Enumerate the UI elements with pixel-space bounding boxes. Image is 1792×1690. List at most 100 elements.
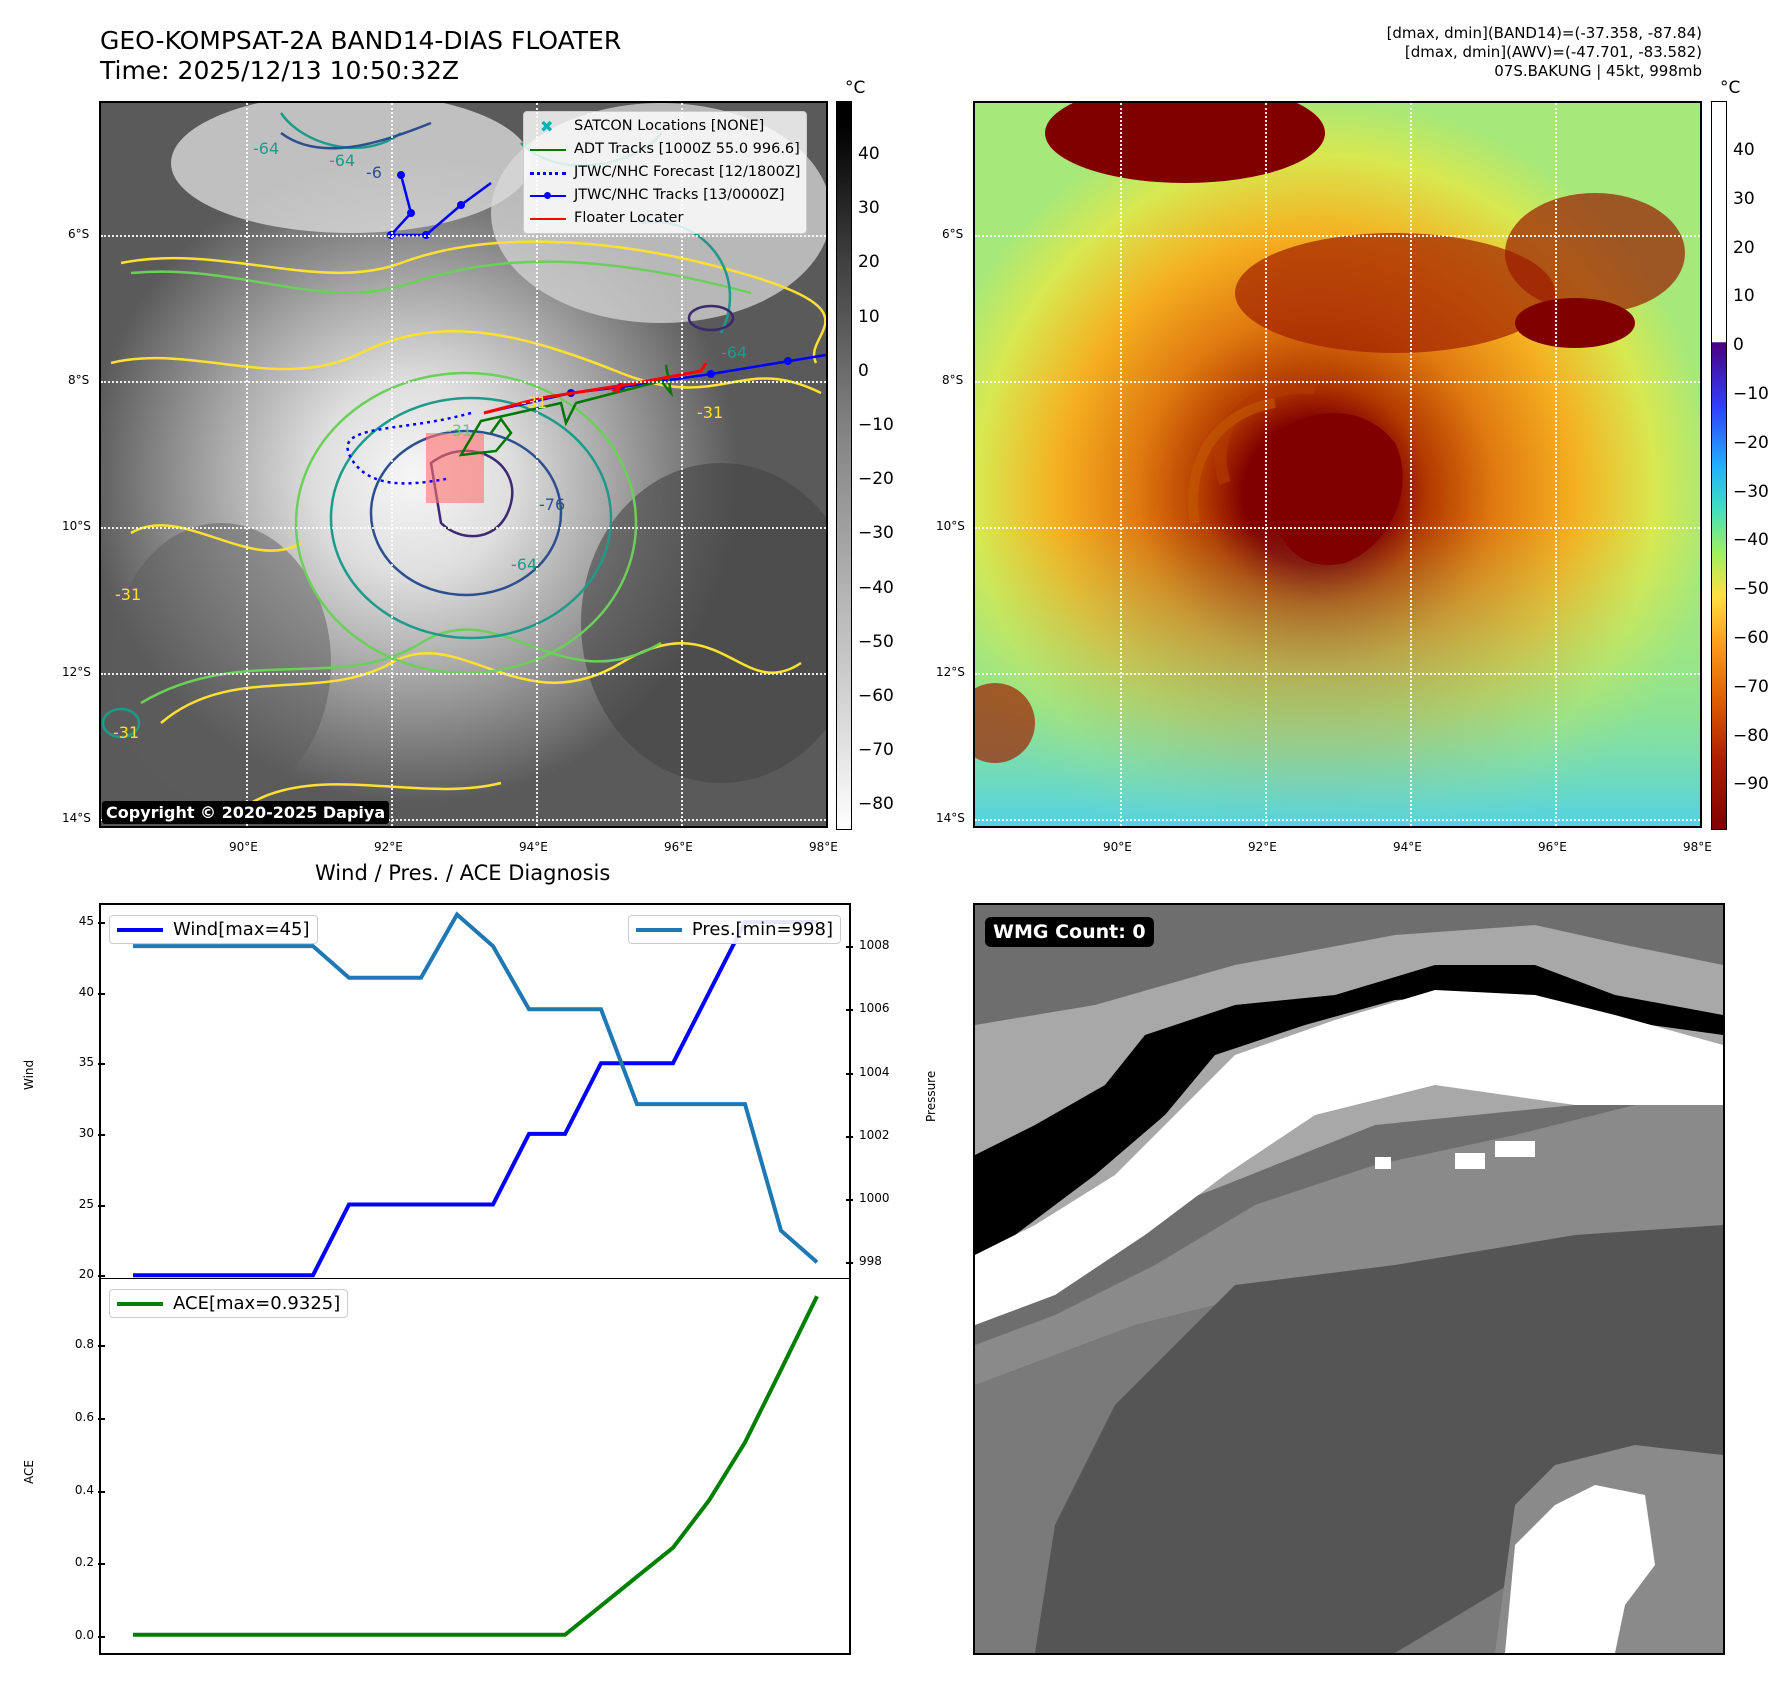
gridline-lon <box>1555 103 1557 826</box>
ace-tick-label: 0.6 <box>74 1409 94 1424</box>
wind-tick-label: 20 <box>78 1267 94 1282</box>
gridline-lat <box>975 673 1700 675</box>
pressure-tick-label-mark <box>846 946 853 949</box>
colorbar-tick-label: −40 <box>858 577 894 598</box>
colorbar-tick-label: −80 <box>1733 725 1769 746</box>
gridline-lon <box>1410 103 1412 826</box>
legend-item: JTWC/NHC Forecast [12/1800Z] <box>530 161 800 184</box>
track-legend: ✖ SATCON Locations [NONE] ADT Tracks [10… <box>523 111 808 234</box>
colorbar-unit: °C <box>845 78 866 98</box>
colorbar-tick-label: −90 <box>1733 774 1769 795</box>
contour-label: -31 <box>115 585 142 604</box>
lon-label: 90°E <box>229 840 258 854</box>
pressure-tick-label-mark <box>846 1262 853 1265</box>
colorbar-tick-label: −80 <box>858 794 894 815</box>
gridline-lat <box>975 235 1700 237</box>
colorbar-tick-label: −50 <box>858 631 894 652</box>
lon-label: 96°E <box>664 840 693 854</box>
ace-tick-label-mark <box>98 1563 105 1566</box>
ace-tick-label: 0.2 <box>74 1555 94 1570</box>
pressure-legend-label: Pres.[min=998] <box>691 919 833 940</box>
gridline-lat <box>101 819 826 821</box>
pressure-tick-label: 1008 <box>859 938 890 953</box>
contour-label: -64 <box>329 151 356 170</box>
awv-map <box>973 101 1702 828</box>
gridline-lat <box>101 235 826 237</box>
colorbar-tick-label: 40 <box>858 144 880 164</box>
colorbar-tick-label: 30 <box>858 198 880 219</box>
wind-pressure-chart: Wind[max=45] Pres.[min=998] <box>99 903 851 1279</box>
contour-label: -31 <box>113 723 140 742</box>
copyright-badge: Copyright © 2020-2025 Dapiya <box>102 801 390 824</box>
contour-label: -64 <box>511 555 538 574</box>
wind-tick-label-mark <box>98 992 105 995</box>
ace-legend-label: ACE[max=0.9325] <box>173 1293 341 1314</box>
gridline-lat <box>101 381 826 383</box>
figure-title-line1: GEO-KOMPSAT-2A BAND14-DIAS FLOATER <box>100 26 622 55</box>
pressure-legend: Pres.[min=998] <box>627 915 841 944</box>
wind-tick-label: 25 <box>78 1196 94 1211</box>
legend-label: ADT Tracks [1000Z 55.0 996.6] <box>574 141 800 157</box>
dotted-line-icon <box>530 167 566 179</box>
pressure-tick-label-mark <box>846 1072 853 1075</box>
pressure-axis-label: Pressure <box>924 1070 938 1122</box>
wmg-imagery <box>975 905 1723 1653</box>
colorbar-tick-label: −30 <box>1733 481 1769 502</box>
lon-label: 92°E <box>1248 840 1277 854</box>
ace-legend: ACE[max=0.9325] <box>109 1289 349 1318</box>
legend-label: Floater Locater <box>574 210 684 226</box>
awv-imagery <box>975 103 1700 826</box>
pressure-series-line <box>133 911 819 1264</box>
lat-label: 6°S <box>68 227 90 241</box>
colorbar-tick-label: −60 <box>1733 628 1769 648</box>
legend-label: JTWC/NHC Forecast [12/1800Z] <box>574 164 801 180</box>
wind-line-icon <box>117 927 163 932</box>
wind-axis-label: Wind <box>22 1059 36 1090</box>
pressure-line-icon <box>635 927 682 932</box>
stats-line3: 07S.BAKUNG | 45kt, 998mb <box>1494 62 1702 80</box>
ace-tick-label-mark <box>98 1345 105 1348</box>
colorbar-tick-label: 20 <box>858 252 880 273</box>
wind-series-line <box>133 920 817 1278</box>
contour-label: -31 <box>446 421 473 440</box>
gridline-lat <box>101 673 826 675</box>
colorbar-tick-label: −70 <box>858 740 894 761</box>
lon-label: 98°E <box>1683 840 1712 854</box>
ace-tick-label: 0.8 <box>74 1337 94 1352</box>
lon-label: 90°E <box>1103 840 1132 854</box>
legend-item: ADT Tracks [1000Z 55.0 996.6] <box>530 138 800 161</box>
colorbar-tick-label: 0 <box>1733 335 1744 356</box>
wind-tick-label-mark <box>98 921 105 924</box>
legend-item: Floater Locater <box>530 207 800 230</box>
colorbar-tick-label: −20 <box>858 469 894 490</box>
colorbar-tick-label: −10 <box>858 415 894 435</box>
wmg-count-badge: WMG Count: 0 <box>985 917 1154 947</box>
contour-label: -64 <box>253 139 280 158</box>
wind-tick-label: 35 <box>78 1055 94 1070</box>
lat-label: 12°S <box>936 665 965 679</box>
wind-legend-label: Wind[max=45] <box>173 919 310 940</box>
gridline-lat <box>975 819 1700 821</box>
ir-band14-map: -64 -64 -31 -76 -64 -31 -31 -64 -6 -31 -… <box>99 101 828 828</box>
contour-label: -6 <box>366 163 382 182</box>
ace-tick-label: 0.0 <box>74 1627 94 1642</box>
colorbar-tick-label: −40 <box>1733 530 1769 551</box>
pressure-tick-label-mark <box>846 1135 853 1138</box>
legend-item: JTWC/NHC Tracks [13/0000Z] <box>530 184 800 207</box>
gridline-lon <box>391 103 393 826</box>
gridline-lat <box>975 527 1700 529</box>
lat-label: 8°S <box>942 373 964 387</box>
wind-pressure-plot <box>133 911 819 1278</box>
lat-label: 14°S <box>936 811 965 825</box>
ace-line-icon <box>117 1301 163 1306</box>
contour-label: -64 <box>721 343 748 362</box>
lon-label: 98°E <box>809 840 838 854</box>
wind-legend: Wind[max=45] <box>109 915 318 944</box>
stats-line2: [dmax, dmin](AWV)=(-47.701, -83.582) <box>1404 43 1702 61</box>
lat-label: 14°S <box>62 811 91 825</box>
dot-line-icon <box>530 190 566 202</box>
ace-tick-label-mark <box>98 1635 105 1638</box>
colorbar-unit: °C <box>1720 78 1741 98</box>
pressure-tick-label: 1004 <box>859 1064 890 1079</box>
lon-label: 94°E <box>1393 840 1422 854</box>
